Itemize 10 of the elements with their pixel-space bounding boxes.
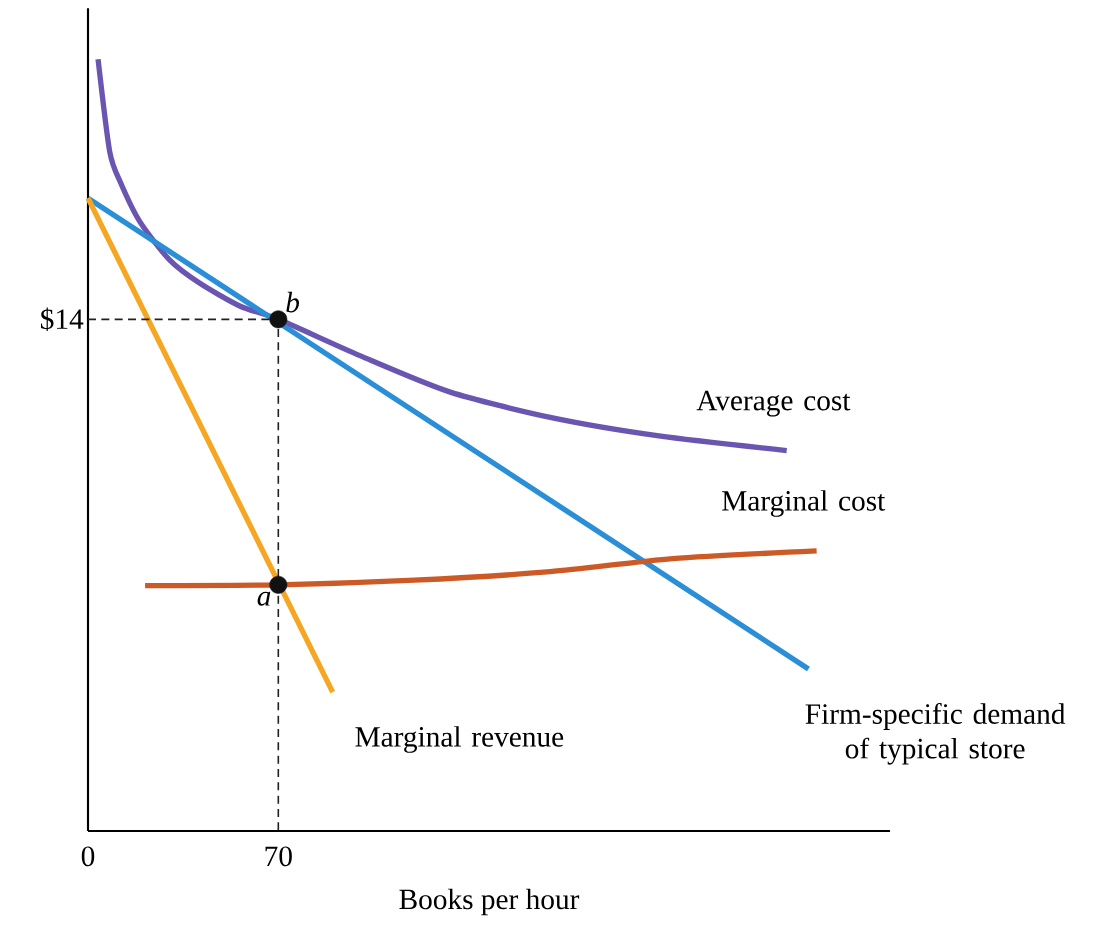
series-label: Firm-specific demand of typical store	[805, 702, 1066, 765]
text: $14	[40, 307, 84, 332]
series-label: Marginal cost	[722, 490, 886, 517]
x-tick-label: 0	[81, 846, 95, 867]
series-label: Marginal revenue	[355, 726, 564, 753]
x-axis-title: Books per hour	[399, 888, 580, 916]
x-tick-label: 70	[265, 846, 292, 867]
annotation: a	[257, 591, 271, 606]
annotation: b	[286, 291, 300, 313]
series-label: Average cost	[696, 390, 851, 417]
